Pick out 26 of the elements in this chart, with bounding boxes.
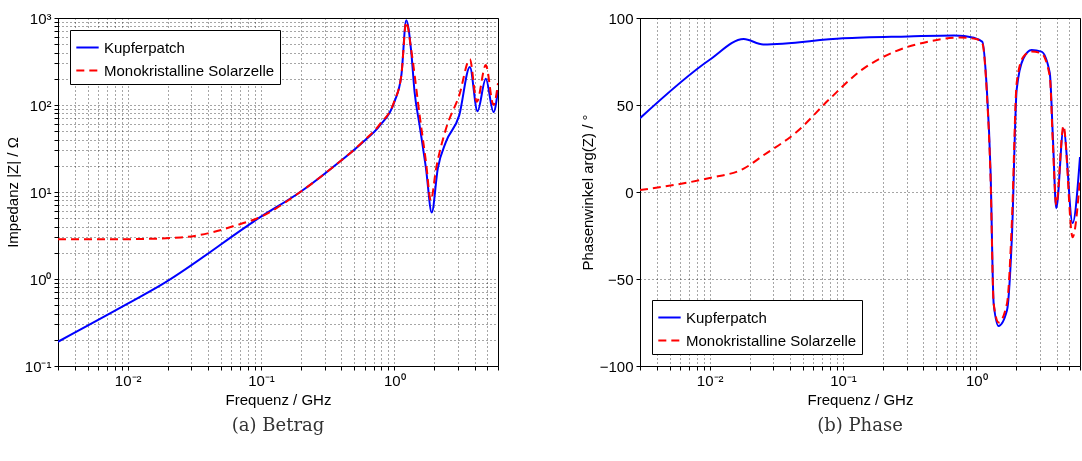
x-tick-label: 10⁻²	[114, 371, 142, 389]
x-axis-title: Frequenz / GHz	[807, 390, 914, 408]
y-tick-label: 10⁻¹	[24, 357, 52, 375]
x-tick-label: 10⁻¹	[248, 371, 275, 389]
y-tick-label: 0	[625, 183, 634, 201]
y-tick-label: −100	[599, 357, 634, 375]
legend-label: Kupferpatch	[686, 308, 767, 326]
legend-label: Monokristalline Solarzelle	[686, 331, 857, 349]
x-tick-label: 10⁰	[965, 371, 988, 389]
y-tick-label: 100	[608, 9, 634, 27]
y-axis-title: Phasenwinkel arg(Z) / °	[578, 114, 596, 271]
y-axis-title: Impedanz |Z| / Ω	[3, 137, 21, 248]
y-tick-label: −50	[608, 270, 634, 288]
x-axis-title: Frequenz / GHz	[225, 390, 332, 408]
y-tick-label: 50	[616, 96, 634, 114]
y-tick-label: 10¹	[29, 183, 52, 201]
y-tick-label: 10⁰	[29, 270, 52, 288]
x-tick-label: 10⁻¹	[830, 371, 857, 389]
text: (b) Phase	[817, 414, 903, 435]
y-tick-label: 10²	[29, 96, 52, 114]
text: (a) Betrag	[231, 414, 325, 435]
x-tick-label: 10⁰	[383, 371, 406, 389]
y-tick-label: 10³	[29, 9, 52, 27]
legend-label: Monokristalline Solarzelle	[104, 61, 275, 79]
legend-label: Kupferpatch	[104, 38, 185, 56]
x-tick-label: 10⁻²	[696, 371, 724, 389]
